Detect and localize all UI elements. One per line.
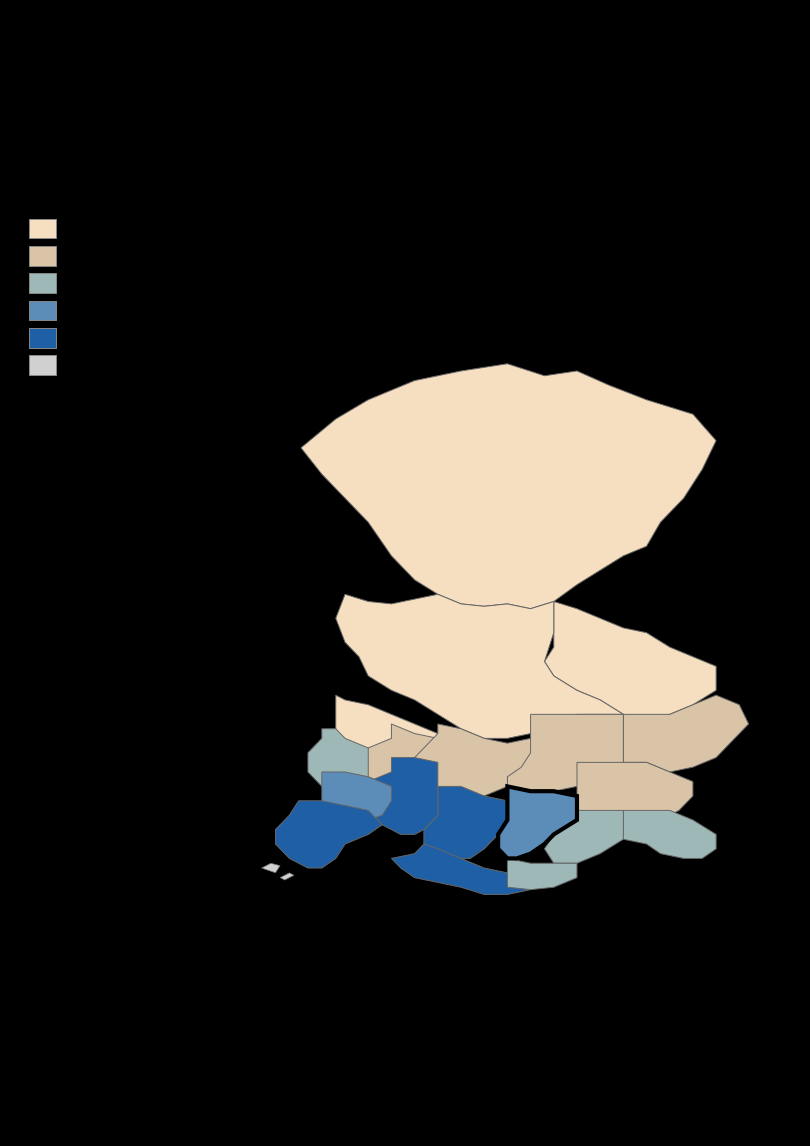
- Polygon shape: [336, 595, 624, 738]
- Polygon shape: [262, 863, 280, 873]
- Legend: - 11,2, 11,2 - 17,1, 17,1 - 24,4, 24,4 - 37, 37 -, Ei arvoa: - 11,2, 11,2 - 17,1, 17,1 - 24,4, 24,4 -…: [23, 213, 151, 380]
- Polygon shape: [369, 758, 438, 834]
- Polygon shape: [424, 786, 507, 858]
- Polygon shape: [544, 602, 716, 720]
- Polygon shape: [507, 714, 624, 791]
- Polygon shape: [577, 762, 693, 825]
- Polygon shape: [415, 724, 531, 796]
- Polygon shape: [336, 696, 438, 758]
- Polygon shape: [391, 843, 531, 894]
- Polygon shape: [544, 810, 624, 863]
- Text: Päijät-Häme: 36,4: Päijät-Häme: 36,4: [16, 86, 197, 104]
- Polygon shape: [624, 810, 716, 858]
- Polygon shape: [301, 363, 716, 609]
- Polygon shape: [498, 786, 577, 858]
- Polygon shape: [308, 729, 415, 791]
- Polygon shape: [624, 696, 748, 772]
- Polygon shape: [322, 772, 391, 825]
- Text: Koko maa: 18,1: Koko maa: 18,1: [16, 120, 134, 135]
- Polygon shape: [280, 873, 294, 880]
- Text: Väestöntiheys, asukkaita/km²: Väestöntiheys, asukkaita/km²: [16, 29, 365, 48]
- Polygon shape: [369, 724, 484, 796]
- Polygon shape: [507, 858, 577, 889]
- Polygon shape: [275, 801, 382, 868]
